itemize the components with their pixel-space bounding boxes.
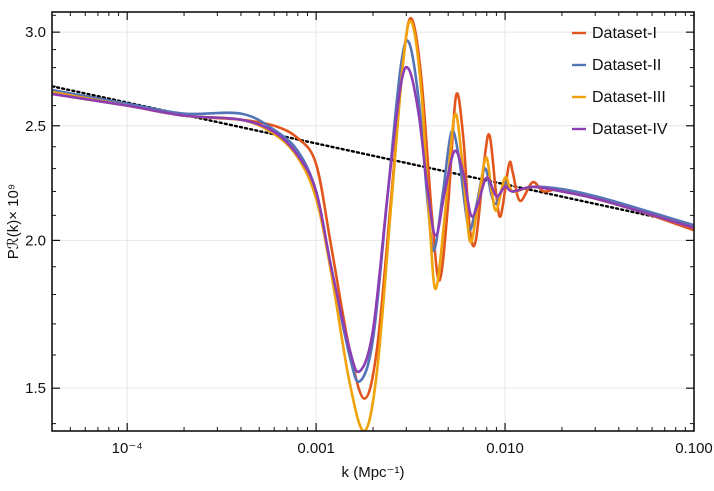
- legend-label: Dataset-IV: [592, 121, 668, 138]
- x-tick-label: 0.010: [486, 440, 524, 457]
- series-line-1: [52, 16, 694, 400]
- legend-label: Dataset-II: [592, 57, 661, 74]
- x-axis-label: k (Mpc⁻¹): [342, 464, 405, 481]
- y-tick-label: 2.0: [25, 232, 46, 249]
- legend-label: Dataset-I: [592, 25, 657, 42]
- y-axis-label: Pℛ(k)× 10⁹: [5, 184, 22, 260]
- x-tick-label: 0.100: [675, 440, 713, 457]
- y-tick-label: 1.5: [25, 380, 46, 397]
- x-tick-label: 0.001: [297, 440, 335, 457]
- x-tick-label: 10⁻⁴: [112, 440, 143, 457]
- axis-ticks: 10⁻⁴ 0.001 0.010 0.100 1.5 2.0 2.5 3.0: [25, 12, 713, 457]
- legend: Dataset-I Dataset-II Dataset-III Dataset-IV: [572, 25, 668, 138]
- series-line-3: [52, 19, 694, 431]
- legend-label: Dataset-III: [592, 89, 666, 106]
- y-tick-label: 3.0: [25, 24, 46, 41]
- y-tick-label: 2.5: [25, 118, 46, 135]
- series-layer: [52, 16, 694, 431]
- series-line-4: [52, 65, 694, 374]
